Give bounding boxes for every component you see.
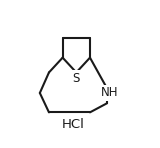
- Text: S: S: [73, 72, 80, 85]
- Text: NH: NH: [101, 86, 119, 99]
- Text: HCl: HCl: [61, 118, 84, 131]
